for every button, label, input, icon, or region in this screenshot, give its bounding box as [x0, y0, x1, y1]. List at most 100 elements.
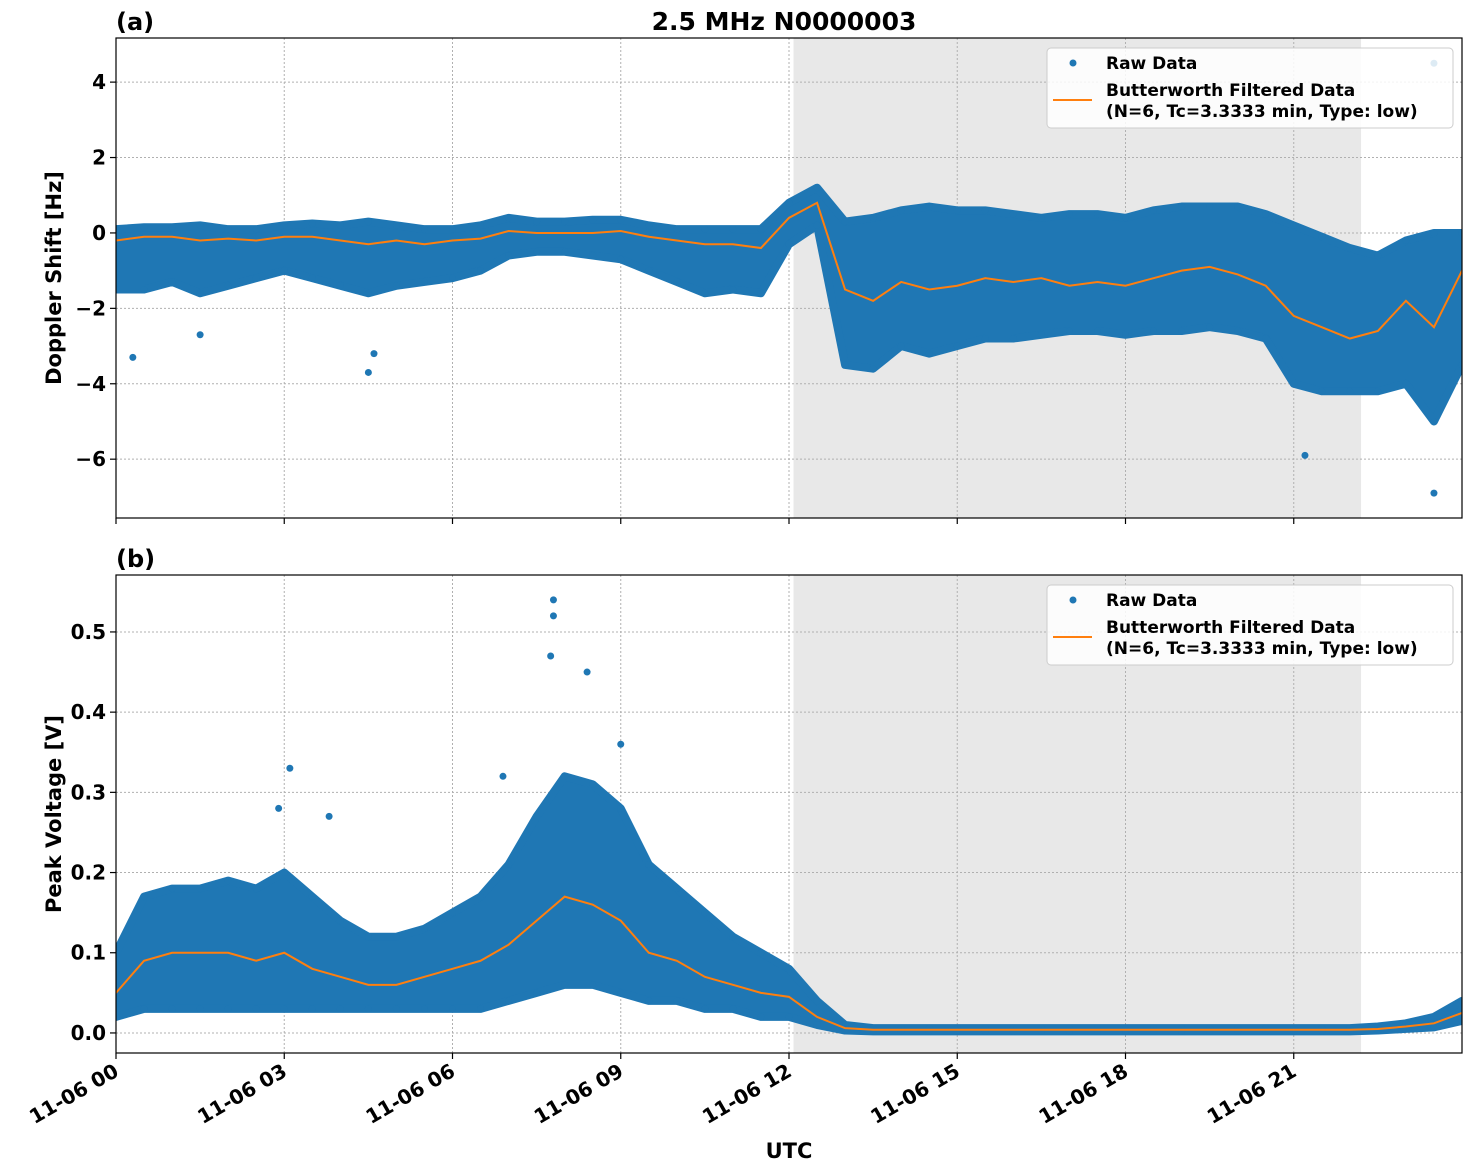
- raw-data-point: [813, 1021, 821, 1029]
- raw-data-outlier: [1430, 489, 1438, 497]
- raw-data-point: [729, 1005, 737, 1013]
- legend-box: [1046, 584, 1454, 666]
- raw-data-point: [477, 1005, 485, 1013]
- legend-raw-marker: [1069, 596, 1077, 604]
- raw-data-band: [116, 183, 1462, 426]
- x-tick-label: 11-06 18: [1034, 1059, 1132, 1129]
- y-axis-label: Doppler Shift [Hz]: [42, 171, 66, 385]
- raw-data-point: [1402, 380, 1410, 388]
- raw-data-point: [1346, 244, 1354, 252]
- raw-data-point: [420, 225, 428, 233]
- raw-data-point: [449, 909, 456, 917]
- y-tick-label: 0.3: [71, 780, 106, 804]
- raw-data-outlier: [583, 668, 591, 676]
- raw-data-point: [116, 286, 120, 293]
- raw-data-point: [1178, 327, 1186, 335]
- raw-data-point: [1458, 1017, 1462, 1025]
- raw-data-point: [505, 997, 513, 1005]
- raw-data-point: [925, 203, 933, 211]
- raw-data-point: [420, 925, 428, 933]
- raw-data-point: [1009, 210, 1017, 218]
- raw-data-point: [505, 214, 513, 222]
- raw-data-point: [561, 218, 569, 226]
- raw-data-point: [336, 917, 344, 925]
- raw-data-point: [1430, 1023, 1438, 1031]
- legend-filtered-label: Butterworth Filtered Data: [1106, 81, 1355, 101]
- raw-data-point: [224, 282, 232, 290]
- raw-data-point: [449, 225, 456, 233]
- panel-label: (b): [116, 545, 155, 573]
- raw-data-point: [729, 286, 737, 294]
- raw-data-point: [813, 184, 821, 192]
- raw-data-point: [116, 225, 120, 233]
- raw-data-point: [785, 199, 793, 207]
- raw-data-point: [953, 342, 961, 350]
- raw-data-point: [897, 206, 905, 214]
- raw-data-outlier: [129, 353, 137, 361]
- y-tick-label: 0.4: [71, 700, 106, 724]
- raw-data-point: [1346, 387, 1354, 395]
- raw-data-point: [953, 206, 961, 214]
- raw-data-point: [1374, 252, 1382, 260]
- raw-data-point: [392, 282, 400, 290]
- raw-data-point: [116, 1013, 120, 1021]
- raw-data-point: [617, 216, 625, 224]
- raw-data-point: [364, 1005, 372, 1013]
- raw-data-point: [533, 812, 541, 820]
- panel-a: 4 2 0 −2 −4 −6 (a) Doppler Shift [Hz] Raw Data Bu…: [42, 8, 1463, 524]
- legend-box: [1046, 47, 1454, 129]
- y-tick-label: −6: [75, 447, 106, 471]
- raw-data-point: [701, 289, 709, 297]
- legend-raw-marker: [1069, 59, 1077, 67]
- raw-data-point: [813, 221, 821, 229]
- raw-data-point: [280, 1005, 288, 1013]
- raw-data-point: [140, 893, 148, 901]
- x-tick-label: 11-06 12: [698, 1059, 796, 1129]
- raw-data-point: [785, 240, 793, 248]
- raw-data-point: [336, 1005, 344, 1013]
- raw-data-point: [813, 997, 821, 1005]
- y-tick-label: 0: [92, 221, 106, 245]
- raw-data-point: [645, 997, 653, 1005]
- raw-data-point: [1430, 1013, 1438, 1021]
- raw-data-point: [757, 1013, 765, 1021]
- raw-data-point: [1458, 229, 1462, 237]
- raw-data-point: [1093, 327, 1101, 335]
- raw-data-point: [1122, 331, 1129, 339]
- raw-data-point: [196, 221, 204, 229]
- raw-data-point: [477, 893, 485, 901]
- raw-data-point: [1318, 233, 1326, 241]
- legend-filtered-label: Butterworth Filtered Data: [1106, 618, 1355, 638]
- raw-data-point: [280, 869, 288, 877]
- y-tick-label: 0.2: [71, 861, 106, 885]
- raw-data-point: [1065, 210, 1073, 218]
- raw-data-point: [140, 223, 148, 231]
- raw-data-point: [757, 289, 765, 297]
- raw-data-point: [392, 221, 400, 229]
- raw-data-point: [561, 981, 569, 989]
- raw-data-point: [505, 861, 513, 869]
- legend-raw-label: Raw Data: [1106, 591, 1197, 611]
- raw-data-point: [392, 933, 400, 941]
- raw-data-point: [841, 361, 849, 369]
- raw-data-point: [449, 274, 456, 282]
- raw-data-point: [308, 893, 316, 901]
- raw-data-point: [785, 965, 793, 973]
- raw-data-outlier: [364, 368, 372, 376]
- raw-data-point: [252, 1005, 260, 1013]
- raw-data-point: [308, 1005, 316, 1013]
- raw-data-point: [1037, 331, 1045, 339]
- y-tick-label: −4: [75, 372, 106, 396]
- legend: Raw Data Butterworth Filtered Data(N=6, T…: [1046, 47, 1454, 129]
- raw-data-point: [1262, 335, 1270, 343]
- plot-area: [116, 596, 1462, 1036]
- y-tick-label: 0.5: [71, 620, 106, 644]
- raw-data-point: [168, 223, 176, 231]
- raw-data-point: [589, 780, 597, 788]
- raw-data-point: [981, 206, 989, 214]
- raw-data-point: [477, 267, 485, 275]
- raw-data-point: [617, 255, 625, 263]
- raw-data-point: [1206, 323, 1214, 331]
- raw-data-point: [589, 252, 597, 260]
